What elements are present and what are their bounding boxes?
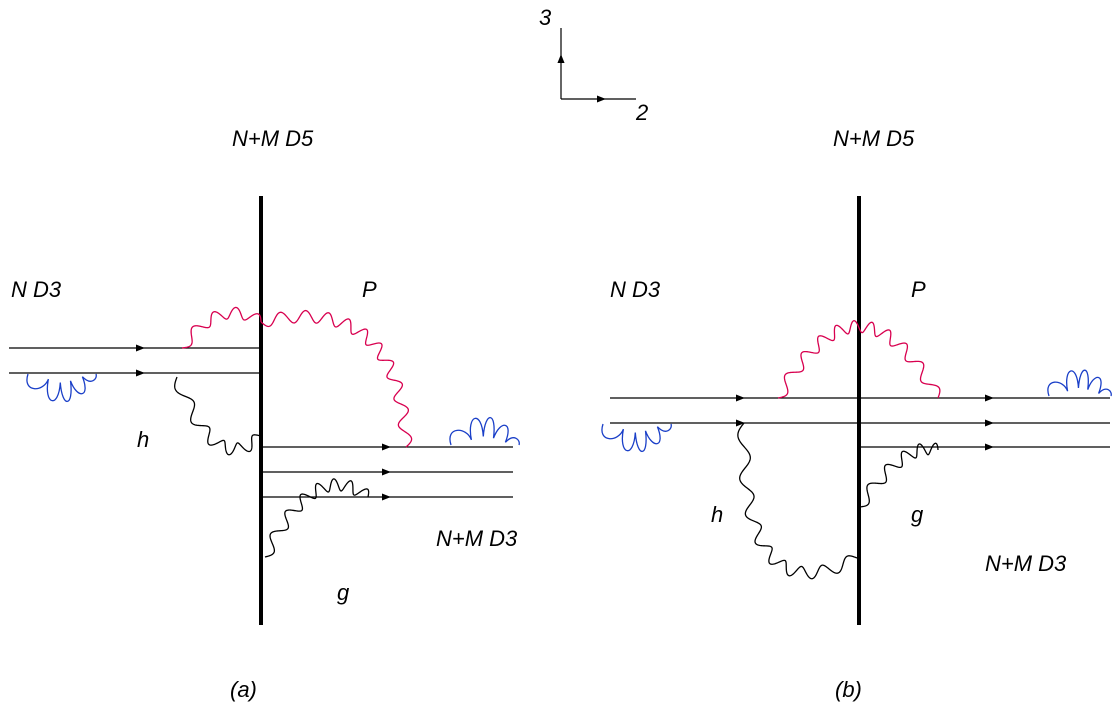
panel-b-right-d3-label: N+M D3 <box>985 551 1067 576</box>
panel-b-left-d3-label: N D3 <box>610 277 661 302</box>
panel-a-label-g: g <box>337 580 350 605</box>
panel-b-label-P: P <box>911 277 926 302</box>
panel-a-blue-string-right <box>449 417 520 446</box>
panel-a-label-P: P <box>362 277 377 302</box>
panel-a-open-string-h <box>174 376 262 456</box>
panel-a: N+M D5 N D3 P h g N+M D3 (a) <box>9 126 520 702</box>
panel-a-caption: (a) <box>230 677 257 702</box>
panel-a-open-string-left-red <box>181 306 262 349</box>
panel-a-blue-string-left <box>26 373 97 402</box>
panel-a-open-string-g <box>264 478 370 558</box>
panel-a-right-d3-label: N+M D3 <box>436 526 518 551</box>
panel-b-label-h: h <box>711 502 723 527</box>
panel-b: N+M D5 N D3 P h g N+M D3 (b) <box>601 126 1112 702</box>
panel-b-blue-string-left <box>601 423 672 452</box>
panel-a-d5-label: N+M D5 <box>232 126 314 151</box>
panel-a-left-d3-label: N D3 <box>11 277 62 302</box>
panel-b-open-string-h <box>737 422 858 580</box>
panel-b-caption: (b) <box>835 677 862 702</box>
panel-b-d5-label: N+M D5 <box>833 126 915 151</box>
panel-b-open-string-g <box>858 442 939 508</box>
axes-indicator: 3 2 <box>539 5 648 125</box>
panel-a-open-string-P <box>260 309 413 448</box>
panel-a-label-h: h <box>137 427 149 452</box>
axis-2-label: 2 <box>635 100 648 125</box>
panel-b-blue-string-right <box>1047 369 1112 397</box>
axis-3-label: 3 <box>539 5 552 30</box>
panel-b-label-g: g <box>911 502 924 527</box>
panel-b-open-string-P <box>777 320 941 399</box>
